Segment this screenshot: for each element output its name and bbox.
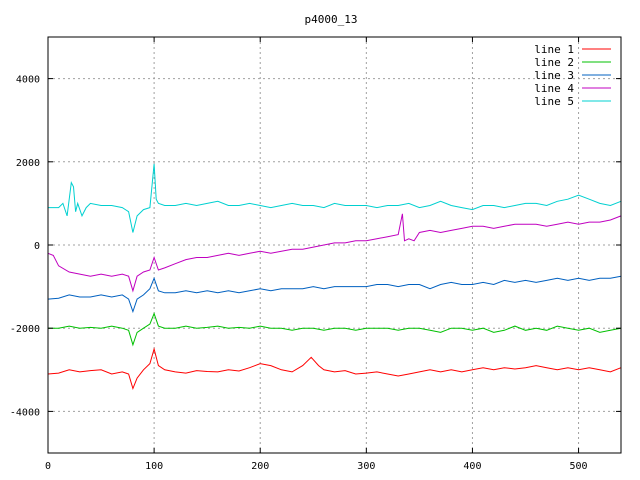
legend-label: line 1: [534, 43, 574, 56]
y-tick-label: -4000: [10, 407, 40, 418]
series-5-line: [48, 163, 622, 233]
legend-label: line 5: [534, 95, 574, 108]
legend-label: line 4: [534, 82, 574, 95]
legend-label: line 3: [534, 69, 574, 82]
x-tick-label: 300: [357, 461, 375, 472]
x-tick-label: 500: [570, 461, 588, 472]
x-tick-label: 200: [251, 461, 269, 472]
series-group: [47, 163, 622, 391]
x-tick-label: 400: [463, 461, 481, 472]
y-tick-label: 0: [34, 241, 40, 252]
y-tick-label: -2000: [10, 324, 40, 335]
x-tick-label: 0: [45, 461, 51, 472]
chart-title: p4000_13: [305, 13, 358, 26]
series-4-line: [47, 213, 622, 293]
y-tick-label: 4000: [16, 75, 40, 86]
axis-ticks: 0 100 200 300 400 500 -4000 -2000 0 2000 4000: [10, 37, 621, 472]
series-1-line: [47, 347, 622, 391]
series-2-line: [48, 312, 622, 347]
legend-label: line 2: [534, 56, 574, 69]
y-tick-label: 2000: [16, 158, 40, 169]
x-tick-label: 100: [145, 461, 163, 472]
series-3-line: [47, 275, 622, 314]
